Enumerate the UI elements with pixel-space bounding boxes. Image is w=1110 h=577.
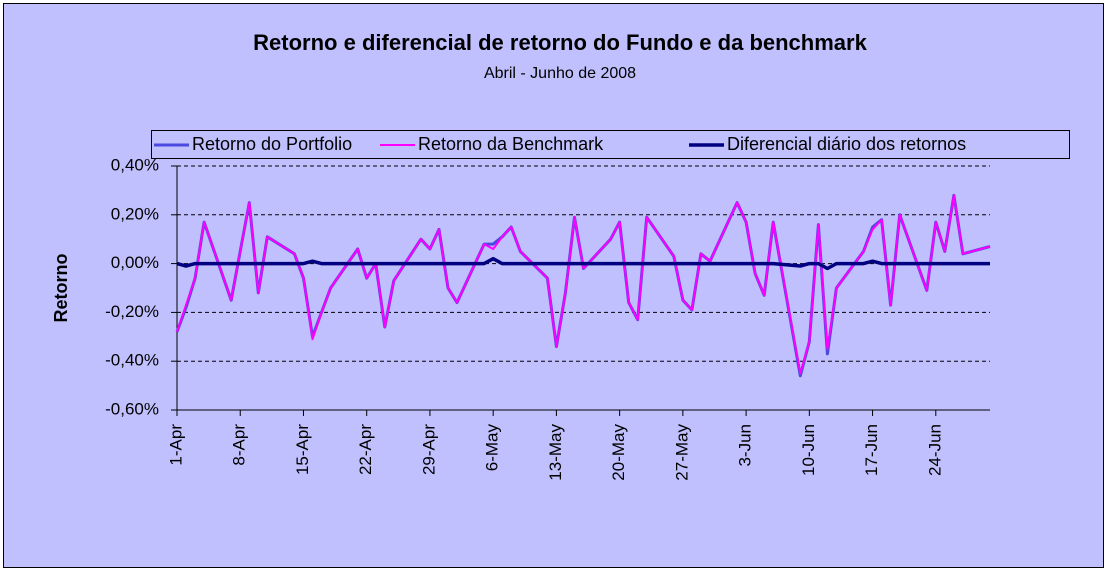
x-tick-label: 3-Jun	[736, 424, 755, 467]
chart-title: Retorno e diferencial de retorno do Fund…	[253, 30, 867, 55]
chart-subtitle: Abril - Junho de 2008	[484, 65, 636, 82]
legend-label: Retorno da Benchmark	[418, 134, 604, 154]
y-axis-label: Retorno	[51, 254, 71, 323]
y-tick-label: -0,40%	[105, 351, 159, 370]
x-tick-label: 20-May	[609, 424, 628, 481]
x-tick-label: 29-Apr	[419, 424, 438, 475]
y-tick-label: 0,00%	[111, 253, 159, 272]
y-tick-label: -0,60%	[105, 399, 159, 418]
x-tick-label: 1-Apr	[166, 424, 185, 466]
legend-label: Diferencial diário dos retornos	[727, 134, 966, 154]
x-tick-label: 22-Apr	[356, 424, 375, 475]
line-series	[176, 194, 991, 375]
x-tick-label: 24-Jun	[925, 424, 944, 476]
legend	[151, 130, 1070, 159]
y-tick-label: -0,20%	[105, 302, 159, 321]
y-tick-label: 0,20%	[111, 204, 159, 223]
x-tick-label: 13-May	[546, 424, 565, 481]
x-tick-label: 6-May	[483, 424, 502, 472]
x-tick-label: 10-Jun	[799, 424, 818, 476]
line-series	[176, 256, 990, 271]
chart-background	[3, 3, 1104, 568]
x-tick-label: 17-Jun	[862, 424, 881, 476]
legend-label: Retorno do Portfolio	[192, 134, 352, 154]
x-tick-label: 27-May	[672, 424, 691, 481]
x-tick-label: 15-Apr	[293, 424, 312, 475]
x-tick-label: 8-Apr	[230, 424, 249, 466]
y-tick-label: 0,40%	[111, 155, 159, 174]
